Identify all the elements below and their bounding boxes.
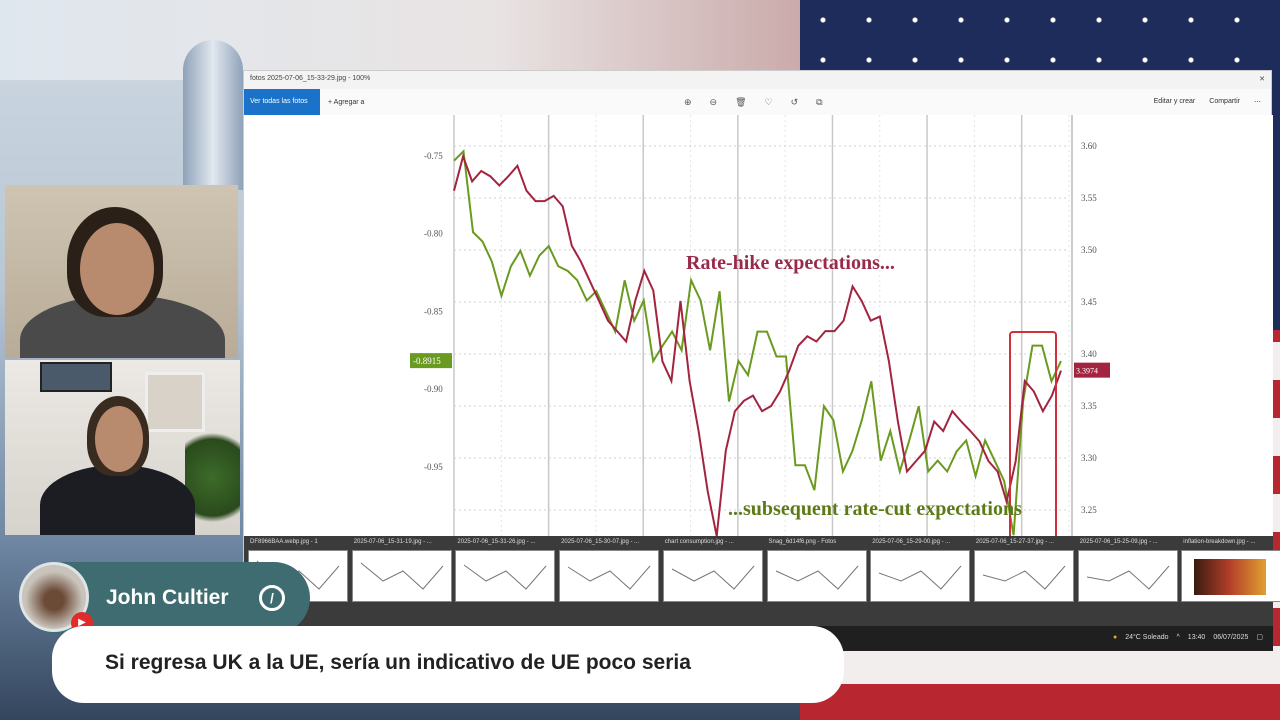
left-tick-label: -0.90 (424, 384, 443, 394)
last-value-badge-right (1074, 362, 1110, 378)
favorite-icon[interactable]: ♡ (764, 96, 773, 107)
capitol-dome (183, 40, 243, 190)
highlight-box (1009, 331, 1057, 536)
series-line-right (453, 153, 1062, 536)
tray-chevron-icon[interactable]: ^ (1176, 633, 1180, 641)
photo-viewer-window: fotos 2025-07-06_15-33-29.jpg - 100% ✕ V… (243, 70, 1280, 651)
left-tick-label: -0.75 (424, 151, 443, 161)
thumbnail-image (766, 550, 867, 602)
share-button[interactable]: Compartir (1209, 98, 1240, 105)
thumbnail-label: chart consumption.jpg - ... (664, 539, 734, 545)
clock-date[interactable]: 06/07/2025 (1213, 633, 1249, 641)
crop-icon[interactable]: ⧉ (816, 96, 823, 107)
thumbnail-image (662, 550, 763, 602)
chat-message-bubble (52, 626, 844, 703)
zoom-in-icon[interactable]: ⊕ (684, 96, 692, 107)
close-icon[interactable]: ✕ (1259, 76, 1265, 83)
notification-icon[interactable]: ▢ (1256, 634, 1263, 641)
thumbnail[interactable]: 2025-07-06_15-31-19.jpg - ... (351, 536, 452, 602)
rotate-icon[interactable]: ↺ (790, 96, 799, 107)
clock-time[interactable]: 13:40 (1187, 633, 1206, 641)
filmstrip: DF8966BAA.webp.jpg - 1 2025-07-06_15-31-… (244, 536, 1280, 626)
annotation-rate-cut: ...subsequent rate-cut expectations (728, 498, 1022, 520)
more-icon[interactable]: ⋯ (1254, 99, 1261, 106)
webcam-host-1 (5, 185, 238, 358)
thumbnail-image (1077, 550, 1178, 602)
thumbnail[interactable]: 2025-07-06_15-25-09.jpg - ... (1077, 536, 1178, 602)
chat-author-name: John Cultier (106, 586, 229, 609)
right-tick-label: 3.35 (1081, 401, 1097, 411)
thumbnail-image (559, 550, 660, 602)
thumbnail-image (455, 550, 556, 602)
weather-text[interactable]: 24°C Soleado (1125, 633, 1169, 641)
thumbnail-label: 2025-07-06_15-31-19.jpg - ... (353, 539, 432, 545)
edit-button[interactable]: Editar y crear (1153, 98, 1196, 105)
thumbnail-label: 2025-07-06_15-31-26.jpg - ... (457, 539, 536, 545)
thumbnail-label: 2025-07-06_15-29-00.jpg - ... (872, 539, 951, 545)
thumbnail[interactable]: 2025-07-06_15-30-07.jpg - ... (559, 536, 660, 602)
right-tick-label: 3.45 (1081, 297, 1097, 307)
thumbnail[interactable]: 2025-07-06_15-27-37.jpg - ... (973, 536, 1074, 602)
add-to-label: Agregar a (333, 98, 365, 106)
thumbnail[interactable]: Snag_6d14f6.png - Fotos (766, 536, 867, 602)
right-tick-label: 3.40 (1081, 349, 1097, 359)
thumbnail[interactable]: 2025-07-06_15-31-26.jpg - ... (455, 536, 556, 602)
thumbnail-label: 2025-07-06_15-27-37.jpg - ... (975, 539, 1054, 545)
right-tick-label: 3.25 (1081, 505, 1097, 515)
left-tick-label: -0.80 (424, 229, 443, 239)
annotation-rate-hike: Rate-hike expectations... (686, 252, 895, 274)
person-face (95, 406, 143, 472)
image-canvas: 3.60 3.55 3.50 3.45 3.40 3.35 3.30 3.25 -0.75 -0.… (244, 115, 1273, 536)
last-value-badge-left (410, 353, 452, 369)
weather-icon: ● (1112, 633, 1118, 641)
chart: 3.60 3.55 3.50 3.45 3.40 3.35 3.30 3.25 -0.75 -0.… (410, 115, 1110, 536)
person-torso (40, 465, 195, 535)
delete-icon[interactable]: 🗑 (735, 96, 747, 107)
left-tick-label: -0.85 (424, 306, 443, 316)
right-tick-label: 3.55 (1081, 193, 1097, 203)
thumbnail-image (351, 550, 452, 602)
right-tick-label: 3.50 (1081, 245, 1097, 255)
last-value-label-left: -0.8915 (413, 356, 441, 366)
series-line-left (453, 149, 1062, 536)
thumbnail-label: 2025-07-06_15-30-07.jpg - ... (561, 539, 640, 545)
thumbnail[interactable]: chart consumption.jpg - ... (662, 536, 763, 602)
webcam-host-2 (5, 360, 240, 535)
chat-message-text: Si regresa UK a la UE, sería un indicati… (105, 651, 691, 674)
background-sky (0, 0, 820, 80)
right-tick-label: 3.60 (1081, 141, 1097, 151)
zoom-out-icon[interactable]: ⊖ (709, 96, 718, 107)
thumbnail-image (973, 550, 1074, 602)
thumbnail[interactable]: 2025-07-06_15-29-00.jpg - ... (870, 536, 971, 602)
left-tick-label: -0.95 (424, 462, 443, 472)
thumbnail-label: 2025-07-06_15-25-09.jpg - ... (1079, 539, 1158, 545)
window-title: fotos 2025-07-06_15-33-29.jpg - 100% (250, 75, 371, 82)
thumbnail-image (1181, 550, 1280, 602)
moderator-slash-icon: / (259, 585, 285, 611)
view-all-photos-button[interactable]: Ver todas las fotos (244, 89, 320, 115)
thumbnail-label: Snag_6d14f6.png - Fotos (768, 539, 837, 545)
thumbnail-label: DF8966BAA.webp.jpg - 1 (250, 539, 318, 545)
wall-picture (40, 362, 112, 392)
person-face (80, 223, 154, 315)
add-to-button[interactable]: + Agregar a (328, 98, 365, 106)
thumbnail-image (870, 550, 971, 602)
toolbar: Ver todas las fotos + Agregar a ⊕ ⊖ 🗑 ♡ … (244, 89, 1271, 115)
right-tick-label: 3.30 (1081, 453, 1097, 463)
title-bar: fotos 2025-07-06_15-33-29.jpg - 100% ✕ (244, 71, 1271, 89)
thumbnail[interactable]: inflation-breakdown.jpg - ... (1181, 536, 1280, 602)
last-value-label-right: 3.3974 (1076, 367, 1098, 376)
thumbnail-label: inflation-breakdown.jpg - ... (1183, 539, 1256, 545)
